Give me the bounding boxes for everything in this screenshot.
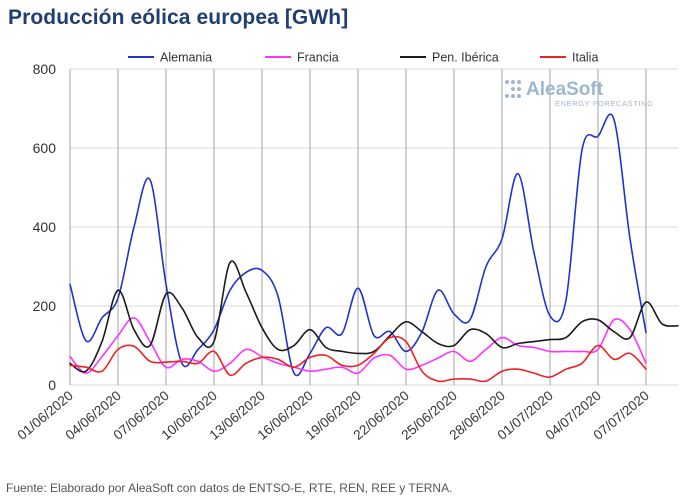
legend-label-alemania: Alemania (160, 51, 212, 65)
grid (69, 68, 678, 386)
series-line-iberica (69, 260, 679, 373)
logo-name: AleaSoft (526, 79, 604, 100)
y-axis-ticks: 0 200 400 600 800 (33, 61, 57, 393)
series-line-francia (69, 317, 647, 375)
legend: Alemania Francia Pen. Ibérica Italia (128, 51, 598, 65)
y-tick-label: 0 (48, 377, 56, 393)
series-lines (69, 113, 679, 383)
y-tick-label: 600 (33, 140, 57, 156)
legend-label-italia: Italia (572, 51, 598, 65)
legend-label-iberica: Pen. Ibérica (432, 51, 499, 65)
x-axis-ticks: 01/06/202004/06/202007/06/202010/06/2020… (15, 388, 652, 443)
chart: 0 200 400 600 800 01/06/202004/06/202007/06/… (15, 51, 679, 443)
aleasoft-logo: AleaSoft ENERGY FORECASTING (505, 79, 654, 108)
y-tick-label: 400 (33, 219, 57, 235)
chart-title: Producción eólica europea [GWh] (8, 6, 349, 29)
y-tick-label: 800 (33, 61, 57, 77)
legend-label-francia: Francia (297, 51, 339, 65)
series-line-alemania (69, 113, 647, 377)
y-tick-label: 200 (33, 298, 57, 314)
series-line-italia (69, 335, 647, 383)
logo-tagline: ENERGY FORECASTING (555, 99, 654, 108)
footer-source: Fuente: Elaborado por AleaSoft con datos… (6, 481, 453, 495)
